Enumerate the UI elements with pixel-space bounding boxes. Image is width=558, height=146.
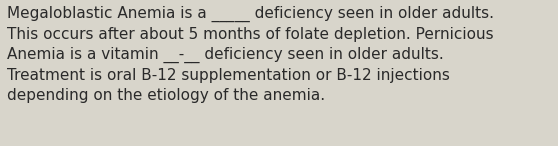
Text: Megaloblastic Anemia is a _____ deficiency seen in older adults.
This occurs aft: Megaloblastic Anemia is a _____ deficien… bbox=[7, 6, 494, 103]
